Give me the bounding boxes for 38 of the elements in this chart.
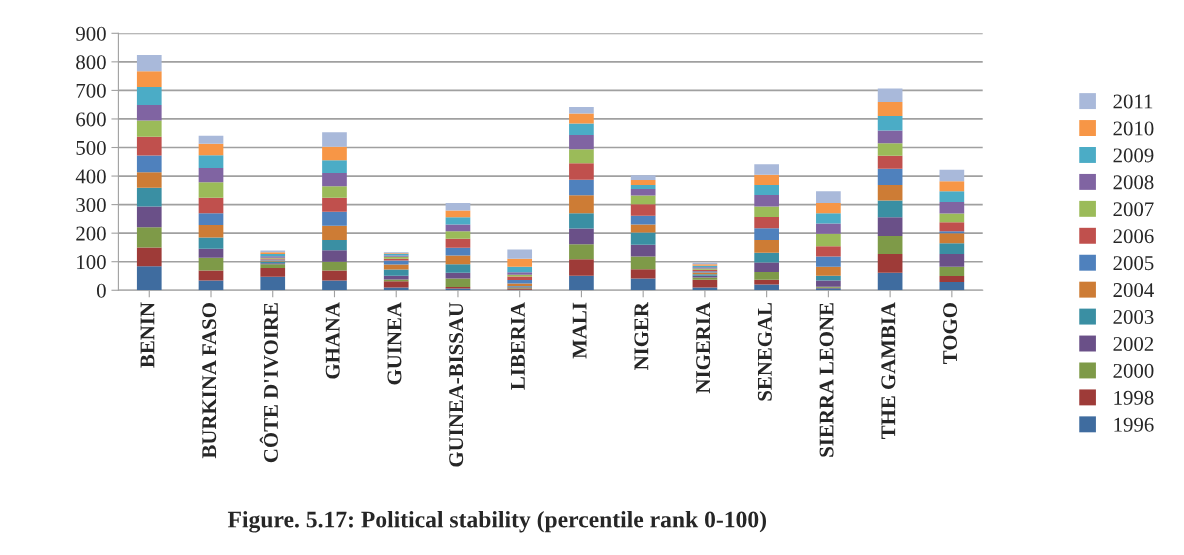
x-tick-label: SENEGAL [757, 302, 772, 401]
legend-label: 2006 [1113, 229, 1154, 244]
y-tick-label: 300 [76, 197, 106, 213]
x-tick-label: GHANA [325, 302, 340, 379]
x-tick-label: LIBERIA [510, 302, 525, 390]
x-tick-label: SIERRA LEONE [819, 303, 834, 457]
x-tick-label: BURKINA FASO [202, 303, 217, 459]
x-tick-label: CÔTE D'IVOIRE [259, 303, 279, 463]
legend-label: 2002 [1113, 336, 1154, 351]
legend-label: 2003 [1113, 309, 1154, 325]
legend-label: 2011 [1113, 94, 1153, 109]
y-tick-label: 200 [76, 226, 106, 241]
y-tick-label: 400 [75, 169, 106, 184]
legend-label: 2004 [1113, 283, 1154, 298]
y-tick-label: 700 [76, 83, 106, 98]
legend-label: 2007 [1113, 202, 1154, 217]
x-tick-label: NIGER [634, 301, 649, 370]
x-tick-label: TOGO [943, 303, 958, 364]
y-tick-label: 500 [76, 140, 106, 155]
legend-label: 2009 [1113, 148, 1154, 163]
legend-label: 2000 [1113, 363, 1154, 378]
legend-label: 2005 [1113, 256, 1154, 271]
x-tick-label: GUINEA [387, 302, 402, 385]
x-tick-label: NIGERIA [696, 302, 711, 394]
x-tick-label: GUINEA-BISSAU [449, 302, 464, 467]
y-tick-label: 0 [96, 283, 106, 298]
x-tick-label: BENIN [140, 302, 155, 368]
y-tick-label: 800 [76, 55, 106, 70]
text: Figure. 5.17: Political stability (percentile rank 0-100) [227, 510, 766, 533]
x-tick-label: MALI [572, 302, 587, 359]
legend-label: 1996 [1114, 417, 1154, 432]
legend-label: 2010 [1113, 121, 1154, 136]
y-tick-label: 100 [77, 255, 106, 270]
y-tick-label: 600 [76, 112, 106, 127]
y-tick-label: 900 [76, 26, 106, 41]
legend-label: 2008 [1113, 175, 1154, 190]
legend-label: 1998 [1114, 390, 1154, 405]
x-tick-label: THE GAMBIA [881, 302, 896, 439]
